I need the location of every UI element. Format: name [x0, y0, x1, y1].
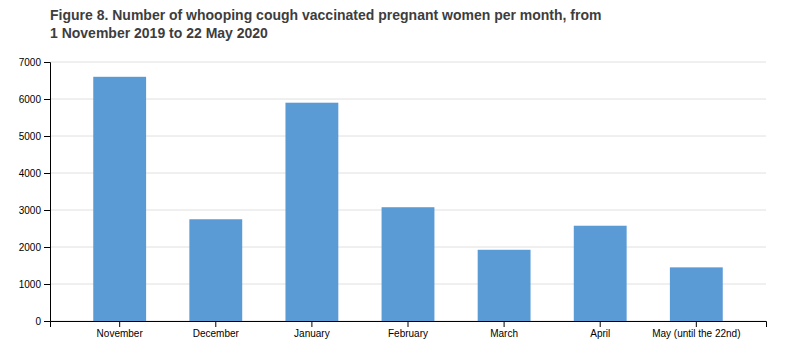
- x-tick-label: May (until the 22nd): [652, 328, 740, 339]
- bar: [189, 219, 242, 321]
- x-tick: April: [590, 321, 610, 339]
- y-tick-mark: [44, 321, 50, 322]
- y-tick-label: 2000: [19, 242, 42, 253]
- y-tick-mark: [44, 284, 50, 285]
- x-tick: May (until the 22nd): [652, 321, 740, 339]
- title: Figure 8. Number of whooping cough vacci…: [50, 7, 601, 23]
- x-tick-label: December: [193, 328, 240, 339]
- bar: [574, 226, 627, 321]
- x-tick-mark: [600, 321, 601, 327]
- bar: [382, 207, 435, 321]
- y-tick-label: 0: [35, 316, 41, 327]
- y-tick-mark: [44, 136, 50, 137]
- chart: Figure 8. Number of whooping cough vacci…: [0, 0, 800, 351]
- y-tick-mark: [44, 247, 50, 248]
- bar: [478, 250, 531, 321]
- x-axis: November December January February March Apri…: [51, 321, 767, 339]
- x-tick-label: February: [388, 328, 428, 339]
- y-tick-label: 1000: [19, 279, 42, 290]
- x-tick-label: April: [590, 328, 610, 339]
- y-tick-mark: [44, 62, 50, 63]
- y-tick-label: 3000: [19, 205, 42, 216]
- x-tick-mark: [119, 321, 120, 327]
- x-tick: February: [388, 321, 428, 339]
- grid-line: [50, 99, 766, 100]
- x-axis-line: [51, 322, 767, 328]
- y-axis-line: [44, 63, 51, 322]
- x-tick: November: [97, 321, 144, 339]
- x-tick-mark: [504, 321, 505, 327]
- y-tick: 2000: [19, 242, 50, 253]
- y-tick: 5000: [19, 131, 50, 142]
- subtitle: 1 November 2019 to 22 May 2020: [50, 25, 268, 41]
- y-tick-label: 5000: [19, 131, 42, 142]
- x-tick-mark: [311, 321, 312, 327]
- y-tick-mark: [44, 99, 50, 100]
- x-tick: March: [490, 321, 518, 339]
- y-tick-label: 4000: [19, 168, 42, 179]
- grid-line: [50, 173, 766, 174]
- y-tick: 7000: [19, 57, 50, 68]
- bar: [285, 103, 338, 321]
- y-tick-mark: [44, 210, 50, 211]
- grid-line: [50, 136, 766, 137]
- x-tick-mark: [408, 321, 409, 327]
- grid-line: [50, 62, 766, 63]
- y-tick-mark: [44, 173, 50, 174]
- y-tick-label: 7000: [19, 57, 42, 68]
- bar: [670, 267, 723, 321]
- y-tick-label: 6000: [19, 94, 42, 105]
- x-tick: January: [294, 321, 330, 339]
- y-tick: 6000: [19, 94, 50, 105]
- y-tick: 3000: [19, 205, 50, 216]
- bars: [93, 77, 723, 321]
- plot: 0 1000 2000 3000 4000 5000 6000 7000 November Dec…: [19, 57, 767, 339]
- y-tick: 0: [35, 316, 50, 327]
- bar: [93, 77, 146, 321]
- x-tick-label: November: [97, 328, 144, 339]
- y-tick: 4000: [19, 168, 50, 179]
- x-tick-mark: [215, 321, 216, 327]
- x-tick-mark: [696, 321, 697, 327]
- y-axis: 0 1000 2000 3000 4000 5000 6000 7000: [19, 57, 51, 327]
- x-tick-label: January: [294, 328, 330, 339]
- x-tick-label: March: [490, 328, 518, 339]
- x-tick: December: [193, 321, 240, 339]
- y-tick: 1000: [19, 279, 50, 290]
- grid: [50, 62, 766, 321]
